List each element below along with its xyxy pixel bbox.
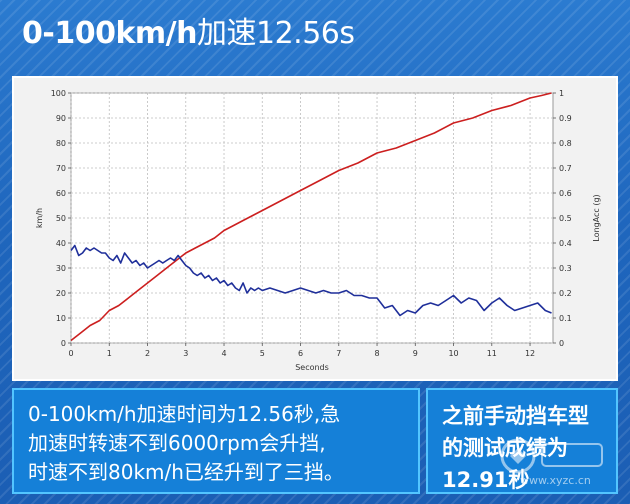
x-tick-label: 2 <box>145 349 150 358</box>
title-bold: 0-100km/h <box>22 16 197 51</box>
y-ticks-right: 0 0.1 0.2 0.3 0.4 0.5 0.6 0.7 0.8 0.9 1 <box>553 89 572 348</box>
series-line-speed <box>70 92 552 342</box>
note-left-line-3: 时速不到80km/h已经升到了三挡。 <box>28 460 344 484</box>
note-left-line-2: 加速时转速不到6000rpm会升挡, <box>28 431 326 455</box>
y-right-tick-label: 0 <box>559 339 564 348</box>
y-left-tick-label: 80 <box>56 139 66 148</box>
x-tick-label: 8 <box>374 349 379 358</box>
y-left-tick-label: 30 <box>56 264 66 273</box>
y-right-tick-label: 0.4 <box>559 239 572 248</box>
acceleration-chart: 0 1 2 3 4 5 6 7 8 9 10 11 12 0102030405060708090100 … <box>14 78 616 379</box>
x-tick-label: 1 <box>107 349 112 358</box>
y-right-tick-label: 0.7 <box>559 164 572 173</box>
x-tick-label: 5 <box>260 349 265 358</box>
x-ticks: 0 1 2 3 4 5 6 7 8 9 10 11 12 <box>68 343 535 358</box>
x-tick-label: 7 <box>336 349 341 358</box>
note-right-line-1: 之前手动挡车型 <box>442 404 589 428</box>
x-tick-label: 10 <box>448 349 458 358</box>
y-right-tick-label: 0.6 <box>559 189 572 198</box>
y-right-tick-label: 1 <box>559 89 564 98</box>
y-left-tick-label: 90 <box>56 114 66 123</box>
y-axis-right-label: LongAcc (g) <box>592 194 601 241</box>
y-right-tick-label: 0.2 <box>559 289 572 298</box>
x-tick-label: 9 <box>413 349 418 358</box>
y-left-tick-label: 50 <box>56 214 66 223</box>
y-right-tick-label: 0.3 <box>559 264 572 273</box>
title-light: 加速12.56s <box>196 16 355 51</box>
y-left-tick-label: 100 <box>51 89 66 98</box>
series-line-longacc <box>70 244 552 317</box>
x-tick-label: 6 <box>298 349 303 358</box>
y-right-tick-label: 0.9 <box>559 114 572 123</box>
y-left-tick-label: 20 <box>56 289 66 298</box>
note-left: 0-100km/h加速时间为12.56秒,急 加速时转速不到6000rpm会升挡… <box>12 388 420 494</box>
series <box>70 92 552 342</box>
x-tick-label: 3 <box>183 349 188 358</box>
y-left-tick-label: 40 <box>56 239 66 248</box>
y-ticks-left: 0 10 20 30 40 50 60 70 80 90 100 <box>51 89 71 348</box>
y-left-tick-label: 60 <box>56 189 66 198</box>
x-tick-label: 4 <box>221 349 226 358</box>
x-axis-label: Seconds <box>295 363 329 372</box>
x-tick-label: 11 <box>487 349 497 358</box>
grid <box>70 92 553 344</box>
chart-panel: 0 1 2 3 4 5 6 7 8 9 10 11 12 0 10 20 30 40 50 60 70 80 90 100 … <box>12 76 618 381</box>
watermark-url: www.xyzc.cn <box>520 474 591 487</box>
y-left-tick-label: 0 <box>61 339 66 348</box>
y-right-tick-label: 0.1 <box>559 314 572 323</box>
y-axis-left-label: km/h <box>35 208 44 228</box>
y-right-tick-label: 0.8 <box>559 139 572 148</box>
note-left-line-1: 0-100km/h加速时间为12.56秒,急 <box>28 402 341 426</box>
note-right-line-2: 的测试成绩为 <box>442 436 568 460</box>
y-left-tick-label: 10 <box>56 314 66 323</box>
x-tick-label: 12 <box>525 349 535 358</box>
x-tick-label: 0 <box>68 349 73 358</box>
y-right-tick-label: 0.5 <box>559 214 572 223</box>
y-left-tick-label: 70 <box>56 164 66 173</box>
page-title: 0-100km/h加速12.56s <box>22 8 355 52</box>
